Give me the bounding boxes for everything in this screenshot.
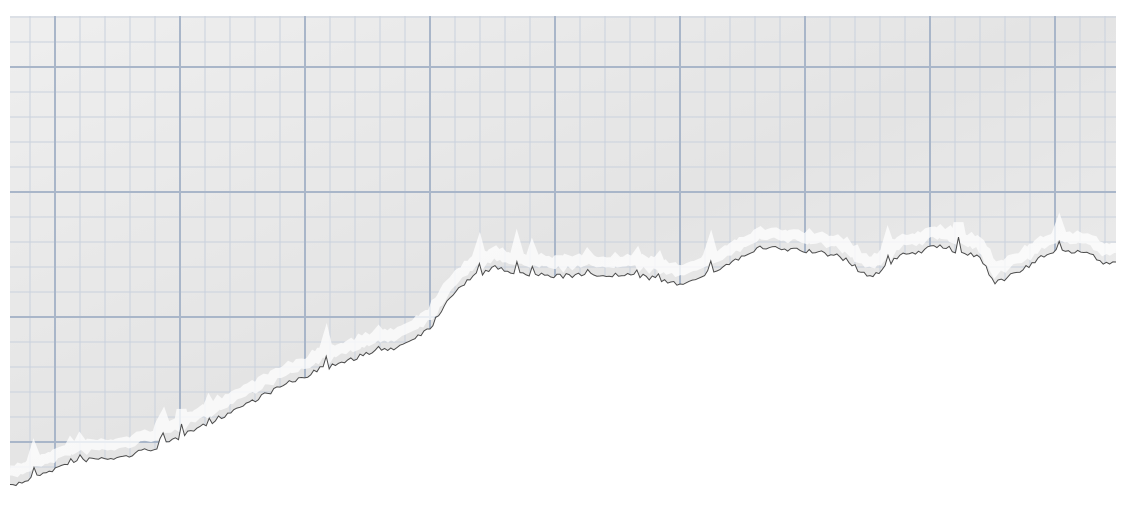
torn-fiber-highlight [10,212,1116,478]
torn-edge-line [9,237,1117,487]
